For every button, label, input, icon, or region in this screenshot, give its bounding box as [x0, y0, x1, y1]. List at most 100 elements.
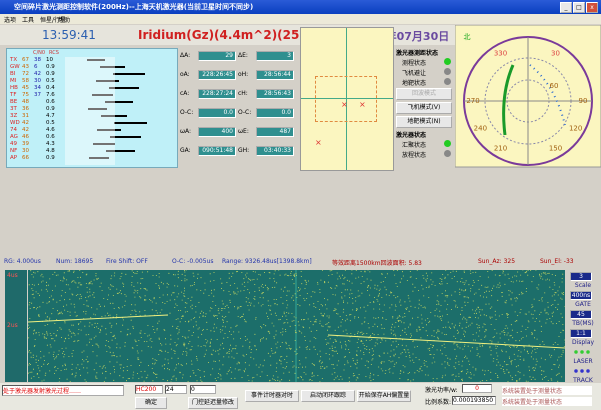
polar-label: 270 [466, 97, 479, 105]
table-cell: MI [10, 78, 16, 84]
status-lamp [444, 58, 451, 65]
table-cell: 0.9 [46, 64, 55, 70]
axis-label: 2us [7, 322, 18, 329]
status-text: O-C: -0.005us [172, 258, 213, 265]
table-cell: NF [10, 148, 17, 154]
table-cell: 34 [34, 85, 41, 91]
fields-panel: ΔA:29ΔE:3oA:228:26:45oH:28:56:44cA:228:2… [180, 48, 298, 168]
table-cell: 0.6 [46, 134, 55, 140]
field-label: cA: [180, 90, 189, 97]
table-cell: 72 [22, 71, 29, 77]
bar-region [65, 57, 115, 165]
action-button[interactable]: 开始保存AH偏置量 [357, 390, 411, 402]
input: 24 [165, 385, 187, 394]
control-label: LASER [567, 358, 599, 365]
message: 处于激光器发射激光过程…… [2, 385, 124, 396]
table-cell: 31 [22, 113, 29, 119]
table-cell: 4.7 [46, 113, 55, 119]
table-cell: 36 [22, 106, 29, 112]
control-value: 1:1 [570, 329, 592, 338]
action-button[interactable]: 启动闭环跟踪 [301, 390, 355, 402]
field-label: O-C: [238, 109, 251, 116]
polar-label: 330 [494, 49, 507, 57]
field-label: ΔE: [238, 52, 248, 59]
app: 空间碎片激光测距控制软件(200Hz)--上海天机激光器(当前卫星时间不同步) … [0, 0, 601, 410]
table-cell: 30 [34, 78, 41, 84]
control-label: GATE [567, 301, 599, 308]
polar-label: 240 [474, 125, 487, 133]
marker: × [359, 100, 366, 109]
log-line: 系统装置处于测量状态 [502, 386, 592, 395]
close-button[interactable]: x [586, 2, 598, 13]
table-cell: 74 [10, 127, 17, 133]
table-cell: 6 [34, 64, 38, 70]
field-value: 29 [198, 51, 236, 61]
table-cell: AP [10, 155, 17, 161]
gate-button[interactable]: 门控延迟量修改 [188, 397, 238, 409]
status-lamp [444, 78, 451, 85]
table-cell: 4.8 [46, 148, 55, 154]
field-value: 03:40:33 [256, 146, 294, 156]
ok-button[interactable]: 确定 [135, 397, 167, 409]
gate-box [315, 76, 377, 122]
table-cell: 7.6 [46, 92, 55, 98]
mode-button[interactable]: 飞机模式(V) [396, 102, 452, 114]
field-label: GH: [238, 147, 249, 154]
menu-item: 帮助 [58, 15, 70, 24]
field-label: ωE: [238, 128, 249, 135]
field-label: O-C: [180, 109, 193, 116]
bottom-bar: 处于激光器发射激光过程……HC200240确定门控延迟量修改事件计时器对时启动闭… [0, 383, 601, 410]
table-cell: 42 [22, 120, 29, 126]
polar-label: 210 [494, 145, 507, 153]
table-cell: 0.9 [46, 106, 55, 112]
status-title: 激光器测距状态 [396, 48, 438, 57]
range-plot [28, 270, 565, 382]
field-value: 0.0 [256, 108, 294, 118]
field-label: ΔA: [180, 52, 190, 59]
status-item: 放程状态 [402, 150, 426, 159]
table-cell: 0.9 [46, 155, 55, 161]
table-cell: AG [10, 134, 18, 140]
control-label: Display [567, 339, 599, 346]
table-cell: 58 [22, 78, 29, 84]
table-cell: HB [10, 85, 18, 91]
polar-label: 150 [549, 145, 562, 153]
axis-label: 4us [7, 272, 18, 279]
aim-view: × × × [300, 27, 394, 171]
status-lamp [444, 68, 451, 75]
input: 0 [190, 385, 216, 394]
table-cell: 4.6 [46, 127, 55, 133]
table-cell: 0.6 [46, 99, 55, 105]
column-header: RCS [49, 50, 59, 56]
table-cell: 48 [22, 99, 29, 105]
table-cell: BI [10, 71, 15, 77]
status-text: Range: 9326.48us[1398.8km] [222, 258, 312, 265]
field-label: ωA: [180, 128, 191, 135]
status-item: 测程状态 [402, 58, 426, 67]
status-lamp [444, 150, 451, 157]
control-value: 45 [570, 310, 592, 319]
action-button[interactable]: 事件计时器对时 [245, 390, 299, 402]
table-cell: 66 [22, 155, 29, 161]
table-cell: TX [10, 57, 17, 63]
field-label: GA: [180, 147, 191, 154]
mode-button[interactable]: 回波模式 [396, 88, 452, 100]
max-button[interactable]: □ [573, 2, 585, 13]
table-cell: 43 [22, 64, 29, 70]
control-value: 400ns [570, 291, 592, 300]
polar-label: 90 [579, 97, 588, 105]
polar-label: 120 [569, 125, 582, 133]
table-cell: 46 [22, 134, 29, 140]
control-label: TB(MS) [567, 320, 599, 327]
status-text: Sun_El: -33 [540, 258, 574, 265]
mode-button[interactable]: 地靶模式(N) [396, 116, 452, 128]
table-cell: 38 [34, 57, 41, 63]
min-button[interactable]: _ [560, 2, 572, 13]
field-label: cH: [238, 90, 248, 97]
table-cell: 0.5 [46, 78, 55, 84]
field-label: oH: [238, 71, 248, 78]
table-cell: TF [10, 92, 17, 98]
